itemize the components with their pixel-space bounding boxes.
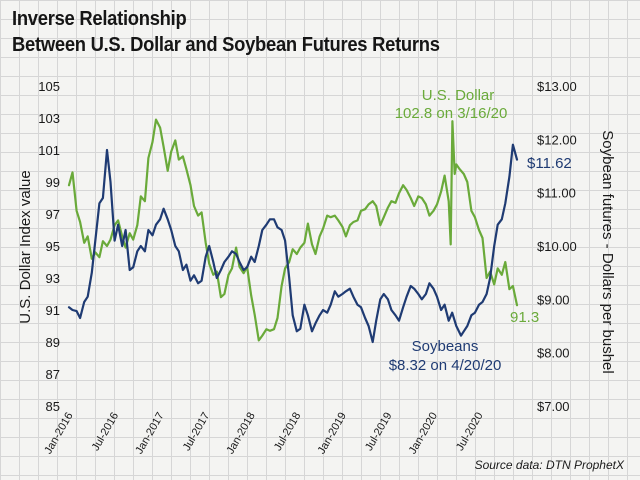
x-tick-label: Jul-2018 (272, 411, 303, 454)
source-note: Source data: DTN ProphetX (474, 458, 624, 472)
x-tick-label: Jul-2019 (363, 411, 394, 454)
y-right-tick-label: $11.00 (537, 186, 576, 201)
annotation-dollar-name: U.S. Dollar (422, 87, 495, 104)
y-left-tick-label: 103 (38, 111, 60, 126)
x-tick-label: Jan-2019 (316, 411, 349, 457)
annotation-dollar-peak: 102.8 on 3/16/20 (395, 105, 508, 122)
annotation-soy-end: $11.62 (527, 155, 572, 172)
series-line-u-s-dollar (67, 118, 519, 342)
y-left-tick-label: 105 (38, 79, 60, 94)
y-left-tick-label: 101 (38, 143, 60, 158)
x-tick-label: Jan-2017 (133, 411, 166, 457)
y-left-tick-label: 85 (46, 399, 60, 414)
series-lines (67, 118, 519, 344)
x-tick-label: Jan-2020 (407, 411, 440, 457)
annotation-dollar-end: 91.3 (510, 309, 539, 326)
y-left-tick-label: 93 (46, 271, 60, 286)
y-left-tick-label: 99 (46, 175, 60, 190)
x-tick-label: Jan-2016 (42, 411, 75, 457)
chart-title: Inverse Relationship Between U.S. Dollar… (12, 6, 477, 58)
y-right-tick-label: $12.00 (537, 132, 577, 147)
series-line-soybeans (67, 143, 519, 344)
x-tick-label: Jul-2017 (181, 411, 212, 454)
y-left-tick-label: 91 (46, 303, 60, 318)
title-line-2: Between U.S. Dollar and Soybean Futures … (12, 34, 440, 56)
x-axis: Jan-2016 Jul-2016 Jan-2017 Jul-2017 Jan-2018… (42, 411, 485, 457)
y-axis-right-label: Soybean futures - Dollars per bushel (599, 130, 616, 373)
y-left-tick-label: 97 (46, 207, 60, 222)
y-right-tick-label: $13.00 (537, 79, 577, 94)
annotation-soy-low: $8.32 on 4/20/20 (389, 357, 502, 374)
x-tick-label: Jul-2020 (454, 411, 485, 454)
x-tick-label: Jan-2018 (225, 411, 258, 457)
title-line-1: Inverse Relationship (12, 8, 187, 30)
x-tick-label: Jul-2016 (90, 411, 121, 454)
y-left-tick-label: 95 (46, 239, 60, 254)
y-axis-left-label: U.S. Dollar Index value (17, 170, 34, 323)
y-left-tick-label: 87 (46, 367, 60, 382)
annotation-soy-name: Soybeans (412, 338, 479, 355)
y-right-tick-label: $7.00 (537, 399, 570, 414)
y-axis-left: 105 103 101 99 97 95 93 91 89 87 85 (38, 79, 60, 414)
y-right-tick-label: $8.00 (537, 346, 570, 361)
y-right-tick-label: $10.00 (537, 239, 577, 254)
y-left-tick-label: 89 (46, 335, 60, 350)
y-right-tick-label: $9.00 (537, 292, 570, 307)
y-axis-right: $13.00 $12.00 $11.00 $10.00 $9.00 $8.00 $7.00 (537, 79, 577, 414)
